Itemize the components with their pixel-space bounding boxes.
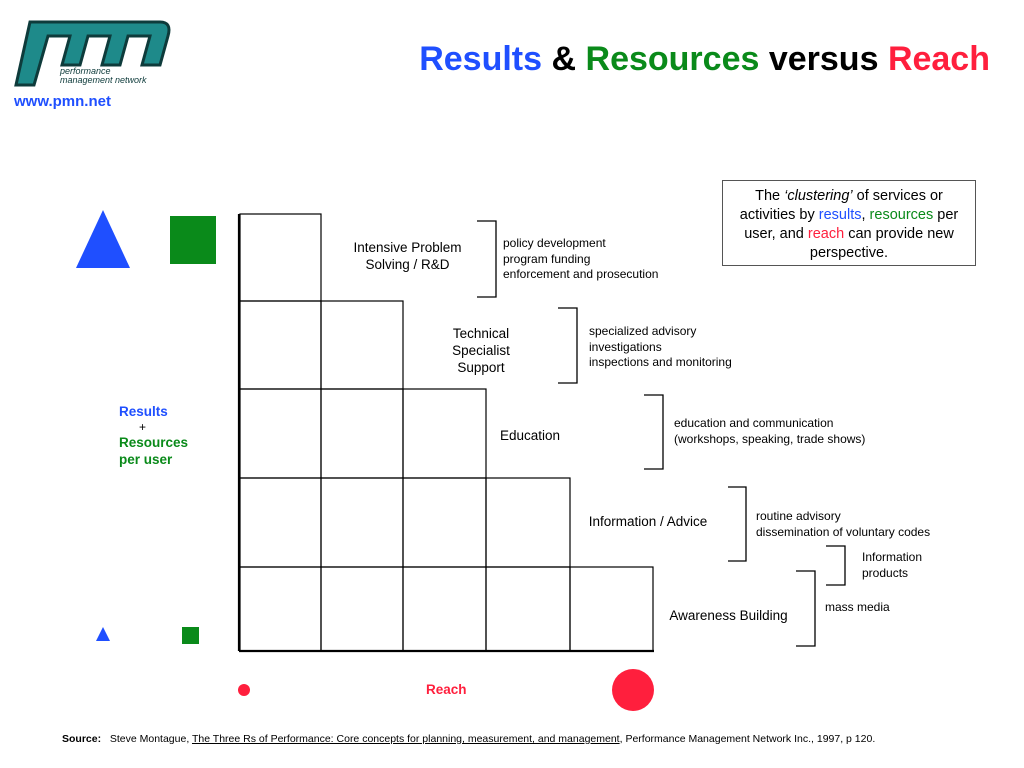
callout-resources: resources [869,207,934,223]
tier3-activities: education and communication (workshops, … [674,416,865,447]
small-results-triangle [96,627,110,641]
tier-label-2: Technical Specialist Support [452,326,510,375]
y-label-plus: + [139,420,147,434]
activity-item: (workshops, speaking, trade shows) [674,431,866,446]
activity-item: routine advisory [756,509,841,523]
tier2-activities: specialized advisory investigations insp… [589,324,732,371]
pmn-logo: performance management network [10,10,175,92]
source-author: Steve Montague, [109,733,190,745]
callout-results: results [818,207,862,223]
bracket-tier3 [644,394,664,470]
logo-mark [14,20,171,87]
source-label: Source: [62,733,102,745]
y-label-results: Results [119,404,168,419]
clustering-callout: The ‘clustering’ of services or activiti… [722,180,976,266]
grid-cell [569,566,654,652]
activity-item: mass media [825,600,890,614]
grid-cell [239,566,322,652]
logo-tagline-line1: performance [60,66,111,76]
callout-clustering: ‘clustering’ [784,188,853,204]
title-reach: Reach [887,40,990,78]
callout-the: The [755,188,781,204]
grid-cell [320,477,404,568]
small-resources-square [182,627,199,644]
grid-cell [485,477,571,568]
activity-item: investigations [589,339,662,354]
grid-cell [239,477,322,568]
grid-cell [239,388,322,479]
callout-can-provide: can provide new perspective. [809,226,954,261]
activity-item: products [862,565,909,580]
info-products-activity: Information products [862,550,922,581]
grid-cell [402,388,487,479]
grid-cell [320,388,404,479]
tier-label-4: Information / Advice [588,514,708,529]
bracket-tier1 [477,220,497,298]
source-book: The Three Rs of Performance: Core concep… [191,733,620,745]
tier-label-5: Awareness Building [669,608,788,623]
activity-item: inspections and monitoring [589,355,732,369]
website-link[interactable]: www.pmn.net [14,93,111,110]
source-citation: Source: Steve Montague, The Three Rs of … [62,733,875,745]
activity-item: program funding [503,251,591,266]
tier5-activities: mass media [825,600,890,616]
activity-item: enforcement and prosecution [503,267,659,281]
callout-of-services: of services or activities by [739,188,943,223]
grid-cell [320,300,404,390]
activity-item: specialized advisory [589,324,697,338]
title-amp: & [551,40,577,78]
bracket-tier2 [558,307,578,384]
grid-cell [402,566,487,652]
bracket-info-products [826,545,846,586]
source-rest: , Performance Management Network Inc., 1… [619,733,876,745]
title-versus: versus [768,40,879,78]
logo-tagline: performance management network [60,67,147,85]
bracket-tier4 [728,486,747,562]
grid-cell [239,213,322,302]
grid-cell [320,566,404,652]
x-axis-label: Reach [426,682,467,697]
small-reach-circle [238,684,250,696]
title-results: Results [419,40,543,78]
activity-item: Information [862,550,923,564]
logo-tagline-line2: management network [60,75,147,85]
grid-cell [239,300,322,390]
callout-comma: , [861,207,866,223]
activity-item: dissemination of voluntary codes [756,524,931,539]
activity-item: policy development [503,236,606,250]
large-results-triangle [76,210,130,268]
tier1-activities: policy development program funding enfor… [503,236,658,283]
tier4-activities: routine advisory dissemination of volunt… [756,509,930,540]
activity-item: education and communication [674,416,834,430]
y-label-resources: Resources [119,435,189,450]
tier-label-1: Intensive Problem Solving / R&D [353,240,462,272]
y-axis-label: Results + Resources per user [119,403,188,468]
large-resources-square [170,216,216,264]
grid-cell [485,566,571,652]
bracket-tier5 [796,570,816,647]
tier-label-3: Education [499,428,561,443]
large-reach-circle [612,669,654,711]
callout-per-user: per user, and [744,207,959,242]
grid-cell [402,477,487,568]
y-label-per-user: per user [119,452,173,467]
page-title: Results & Resources versus Reach [300,40,990,79]
callout-reach: reach [807,226,845,242]
title-resources: Resources [585,40,760,78]
